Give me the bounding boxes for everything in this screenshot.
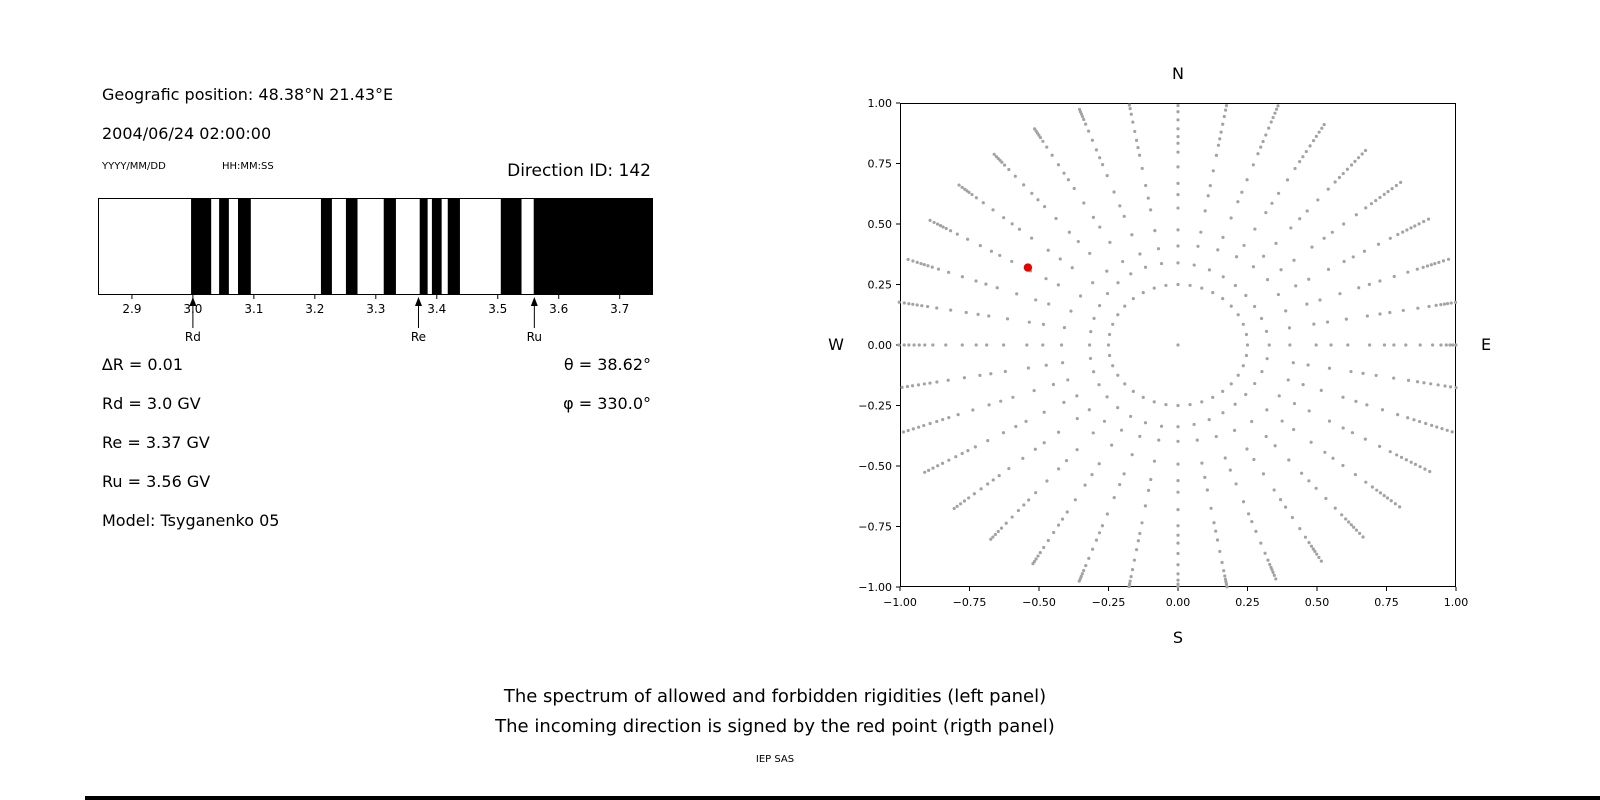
marker-label-Ru: Ru xyxy=(527,330,542,344)
marker-arrowhead-Rd xyxy=(189,297,197,306)
spectrum-tick-label: 2.9 xyxy=(122,302,141,316)
compass-e-label: E xyxy=(1481,335,1491,354)
spectrum-band xyxy=(419,199,428,294)
bottom-window-edge xyxy=(85,796,1600,800)
spectrum-band xyxy=(320,199,332,294)
y-tick-label: −0.75 xyxy=(858,521,892,534)
rd-label: Rd = 3.0 GV xyxy=(102,394,201,413)
x-tick-label: −0.75 xyxy=(953,596,987,609)
caption-block: The spectrum of allowed and forbidden ri… xyxy=(0,686,1550,765)
spectrum-tick-label: 3.6 xyxy=(549,302,568,316)
direction-plot: −1.00 −0.75 −0.50 −0.25 0.00 0.25 0.50 0.75 1.00… xyxy=(828,64,1491,647)
compass-n-label: N xyxy=(1172,64,1184,83)
spectrum-band xyxy=(447,199,460,294)
x-tick-label: 0.50 xyxy=(1305,596,1330,609)
caption-line2: The incoming direction is signed by the … xyxy=(495,716,1055,737)
marker-label-Re: Re xyxy=(411,330,426,344)
spectrum-tick-label: 3.2 xyxy=(305,302,324,316)
phi-label: φ = 330.0° xyxy=(563,394,651,413)
spectrum-band xyxy=(191,199,212,294)
spectrum-band xyxy=(219,199,229,294)
model-label: Model: Tsyganenko 05 xyxy=(102,511,280,530)
y-tick-label: 0.75 xyxy=(868,158,893,171)
ru-label: Ru = 3.56 GV xyxy=(102,472,211,491)
spectrum-tick-label: 3.7 xyxy=(610,302,629,316)
spectrum-tick-label: 3.5 xyxy=(488,302,507,316)
datetime-label: 2004/06/24 02:00:00 xyxy=(102,124,272,143)
geo-position-label: Geografic position: 48.38°N 21.43°E xyxy=(102,85,394,104)
spectrum-band xyxy=(238,199,251,294)
caption-line1: The spectrum of allowed and forbidden ri… xyxy=(503,686,1047,707)
spectrum-band xyxy=(383,199,396,294)
x-tick-label: 1.00 xyxy=(1444,596,1469,609)
x-tick-label: 0.75 xyxy=(1374,596,1399,609)
marker-label-Rd: Rd xyxy=(185,330,201,344)
y-tick-label: −0.25 xyxy=(858,400,892,413)
y-tick-label: 0.50 xyxy=(868,218,893,231)
time-format-label: HH:MM:SS xyxy=(222,161,274,172)
marker-arrowhead-Re xyxy=(414,297,422,306)
spectrum-tick-label: 3.4 xyxy=(427,302,446,316)
y-tick-label: 0.00 xyxy=(868,339,893,352)
re-label: Re = 3.37 GV xyxy=(102,433,210,452)
spectrum-band xyxy=(431,199,442,294)
x-tick-label: 0.25 xyxy=(1235,596,1260,609)
x-tick-label: 0.00 xyxy=(1166,596,1191,609)
y-tick-label: 1.00 xyxy=(868,97,893,110)
compass-w-label: W xyxy=(828,335,844,354)
x-tick-label: −0.50 xyxy=(1022,596,1056,609)
y-tick-label: −1.00 xyxy=(858,581,892,594)
marker-arrowhead-Ru xyxy=(530,297,538,306)
red-point xyxy=(1023,263,1033,272)
y-tick-label: −0.50 xyxy=(858,460,892,473)
x-tick-label: −1.00 xyxy=(883,596,917,609)
compass-s-label: S xyxy=(1173,628,1183,647)
y-tick-label: 0.25 xyxy=(868,279,893,292)
direction-id-label: Direction ID: 142 xyxy=(507,161,651,181)
credit-label: IEP SAS xyxy=(755,754,795,765)
theta-label: θ = 38.62° xyxy=(563,355,651,374)
spectrum-band xyxy=(345,199,358,294)
spectrum-tick-label: 3.1 xyxy=(244,302,263,316)
rigidity-spectrum-chart: 2.9 3.0 3.1 3.2 3.3 3.4 3.5 3.6 3.7Rd Re Ru xyxy=(98,198,653,344)
spectrum-band xyxy=(500,199,522,294)
delta-r-label: ∆R = 0.01 xyxy=(102,355,184,374)
spectrum-tick-label: 3.3 xyxy=(366,302,385,316)
date-format-label: YYYY/MM/DD xyxy=(102,161,166,172)
spectrum-band xyxy=(533,199,652,294)
x-tick-label: −0.25 xyxy=(1092,596,1126,609)
